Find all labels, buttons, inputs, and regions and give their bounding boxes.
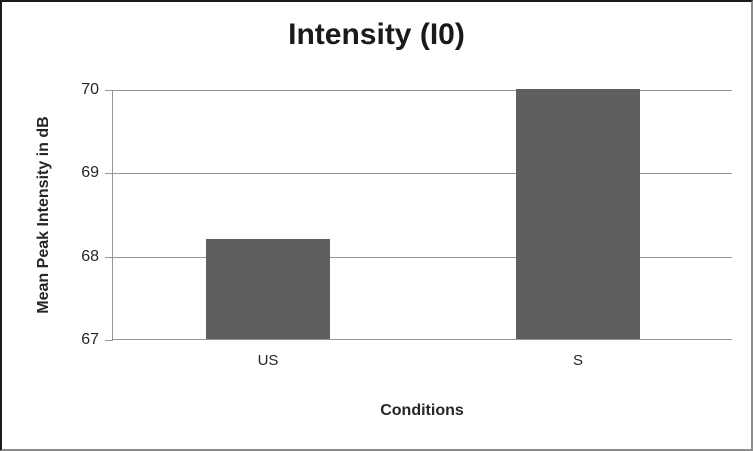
y-tick-label-67: 67 (81, 331, 99, 348)
y-tick-mark-70 (105, 90, 113, 91)
gridline-68 (113, 257, 732, 258)
y-tick-label-68: 68 (81, 248, 99, 265)
plot-area: 67 68 69 70 US S (81, 81, 732, 369)
y-tick-label-69: 69 (81, 164, 99, 181)
bar-us (206, 239, 330, 339)
x-category-label-s: S (572, 352, 583, 369)
gridline-70 (113, 90, 732, 91)
x-axis-title: Conditions (380, 402, 464, 419)
chart-title: Intensity (I0) (288, 18, 465, 51)
gridline-69 (113, 173, 732, 174)
bar-s (516, 89, 640, 339)
y-tick-mark-69 (105, 173, 113, 174)
y-tick-label-70: 70 (81, 81, 99, 98)
y-axis-title: Mean Peak Intensity in dB (35, 116, 52, 314)
x-category-label-us: US (257, 352, 279, 369)
y-tick-mark-68 (105, 257, 113, 258)
y-tick-mark-67 (105, 340, 113, 341)
